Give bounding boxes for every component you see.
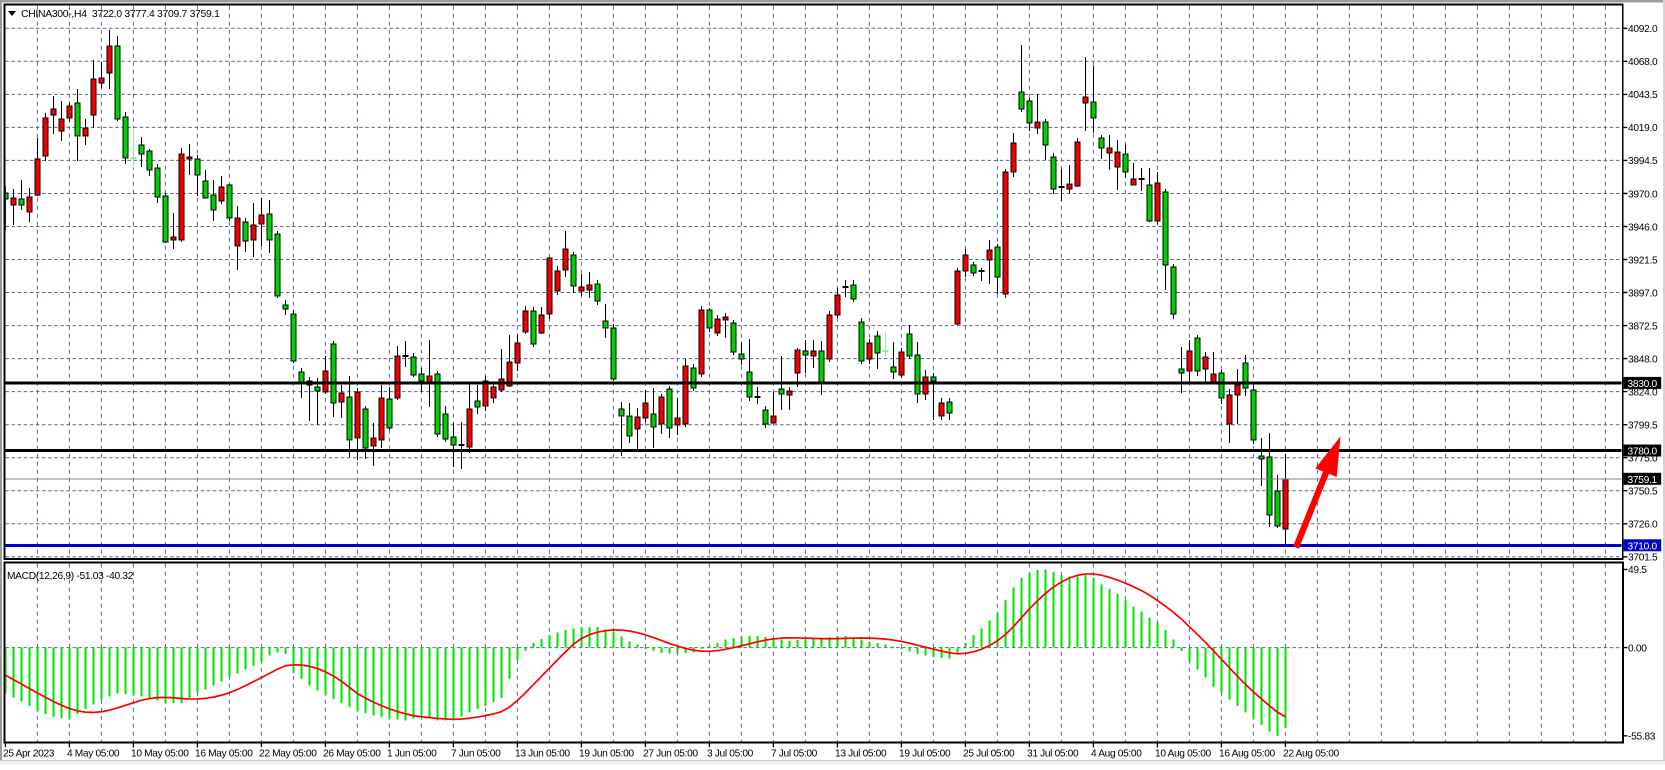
svg-text:0.00: 0.00 (1628, 643, 1647, 654)
svg-text:3710.0: 3710.0 (1628, 541, 1658, 552)
svg-text:3921.5: 3921.5 (1628, 255, 1658, 266)
svg-text:27 Jun 05:00: 27 Jun 05:00 (643, 749, 698, 760)
svg-text:13 Jun 05:00: 13 Jun 05:00 (515, 749, 570, 760)
svg-text:3897.0: 3897.0 (1628, 288, 1658, 299)
svg-text:25 Apr 2023: 25 Apr 2023 (3, 749, 55, 760)
svg-text:4019.0: 4019.0 (1628, 123, 1658, 134)
svg-text:3824.0: 3824.0 (1628, 387, 1658, 398)
svg-text:3946.0: 3946.0 (1628, 222, 1658, 233)
svg-text:3775.0: 3775.0 (1628, 454, 1658, 465)
svg-text:3848.0: 3848.0 (1628, 354, 1658, 365)
svg-text:3726.0: 3726.0 (1628, 520, 1658, 531)
svg-text:10 May 05:00: 10 May 05:00 (131, 749, 189, 760)
svg-text:13 Jul 05:00: 13 Jul 05:00 (835, 749, 887, 760)
svg-text:3970.0: 3970.0 (1628, 189, 1658, 200)
svg-text:16 May 05:00: 16 May 05:00 (195, 749, 253, 760)
svg-text:3994.5: 3994.5 (1628, 156, 1658, 167)
svg-text:3830.0: 3830.0 (1628, 379, 1658, 390)
svg-text:7 Jun 05:00: 7 Jun 05:00 (451, 749, 501, 760)
svg-text:4043.5: 4043.5 (1628, 90, 1658, 101)
svg-text:19 Jun 05:00: 19 Jun 05:00 (579, 749, 634, 760)
svg-text:MACD(12,26,9) -51.03 -40.32: MACD(12,26,9) -51.03 -40.32 (7, 571, 134, 582)
svg-text:7 Jul 05:00: 7 Jul 05:00 (771, 749, 818, 760)
svg-text:CHINA300-,H4 3722.0 3777.4 37: CHINA300-,H4 3722.0 3777.4 3709.7 3759.1 (21, 9, 220, 20)
svg-text:3750.5: 3750.5 (1628, 487, 1658, 498)
svg-text:22 May 05:00: 22 May 05:00 (259, 749, 317, 760)
svg-text:19 Jul 05:00: 19 Jul 05:00 (899, 749, 951, 760)
svg-text:10 Aug 05:00: 10 Aug 05:00 (1155, 749, 1212, 760)
svg-text:3701.5: 3701.5 (1628, 553, 1658, 564)
svg-text:3799.5: 3799.5 (1628, 421, 1658, 432)
svg-text:4 May 05:00: 4 May 05:00 (67, 749, 120, 760)
svg-text:3780.0: 3780.0 (1628, 447, 1658, 458)
svg-text:4068.0: 4068.0 (1628, 57, 1658, 68)
svg-text:31 Jul 05:00: 31 Jul 05:00 (1027, 749, 1079, 760)
svg-text:25 Jul 05:00: 25 Jul 05:00 (963, 749, 1015, 760)
svg-text:22 Aug 05:00: 22 Aug 05:00 (1283, 749, 1340, 760)
svg-text:4092.0: 4092.0 (1628, 24, 1658, 35)
svg-text:3 Jul 05:00: 3 Jul 05:00 (707, 749, 754, 760)
svg-text:4 Aug 05:00: 4 Aug 05:00 (1091, 749, 1142, 760)
svg-text:16 Aug 05:00: 16 Aug 05:00 (1219, 749, 1276, 760)
svg-text:26 May 05:00: 26 May 05:00 (323, 749, 381, 760)
svg-text:-55.83: -55.83 (1628, 732, 1656, 743)
svg-text:3872.5: 3872.5 (1628, 321, 1658, 332)
svg-text:49.5: 49.5 (1628, 565, 1647, 576)
svg-text:1 Jun 05:00: 1 Jun 05:00 (387, 749, 437, 760)
svg-text:3759.1: 3759.1 (1628, 475, 1658, 486)
